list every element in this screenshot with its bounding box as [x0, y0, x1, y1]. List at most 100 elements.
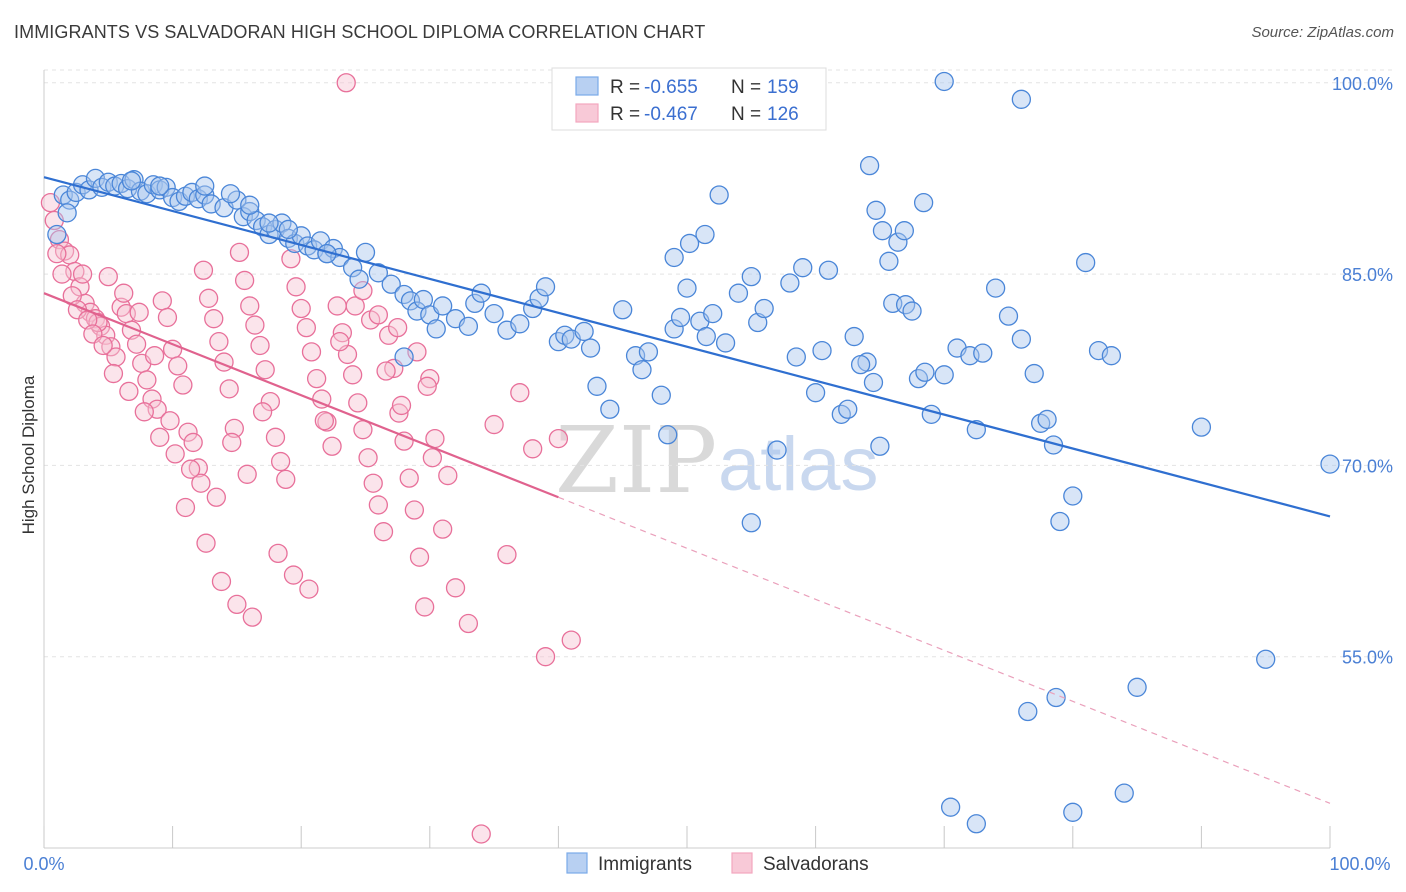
data-point [209, 332, 229, 352]
data-point [728, 283, 749, 303]
data-point [703, 303, 723, 324]
chart-title: IMMIGRANTS VS SALVADORAN HIGH SCHOOL DIP… [14, 22, 706, 42]
data-point [497, 545, 517, 565]
data-point [134, 402, 154, 422]
data-point [101, 337, 121, 357]
data-point [265, 427, 286, 447]
data-point [342, 365, 363, 385]
data-point [376, 361, 396, 381]
data-point [754, 298, 774, 319]
data-point [106, 347, 126, 367]
data-point [741, 266, 761, 287]
trend-line-immigrants [43, 176, 1331, 518]
data-point [831, 404, 851, 425]
data-point [306, 368, 327, 389]
data-point [458, 613, 479, 634]
data-point [859, 156, 880, 176]
data-point [600, 399, 620, 419]
data-point [322, 436, 342, 456]
data-point [129, 302, 149, 322]
data-point [327, 296, 347, 316]
data-point [1018, 701, 1038, 722]
data-point [168, 356, 188, 376]
data-point [52, 264, 72, 284]
legend-r-label-1: R = [610, 77, 640, 98]
data-point [1320, 454, 1340, 474]
data-point [57, 203, 77, 223]
data-point [211, 571, 232, 592]
data-point [399, 468, 419, 488]
source-label: Source: ZipAtlas.com [1251, 24, 1394, 41]
data-point [445, 578, 466, 598]
data-point [1076, 252, 1096, 273]
data-point [299, 579, 319, 599]
data-point [195, 176, 215, 196]
data-point [183, 432, 203, 453]
data-point [54, 241, 75, 261]
legend-n-label-2: N = [731, 104, 761, 125]
data-point [252, 402, 273, 422]
data-point [220, 184, 241, 204]
data-point [250, 335, 270, 356]
data-point [535, 277, 556, 297]
data-point [587, 376, 607, 396]
data-point [679, 233, 700, 254]
legend-swatch-pink [575, 103, 599, 123]
data-point [281, 249, 301, 269]
data-point [296, 317, 316, 338]
data-point [985, 278, 1006, 298]
trend-line-salvadorans [43, 292, 559, 499]
y-tick-label: 55.0% [1342, 648, 1393, 668]
data-point [165, 444, 185, 464]
data-point [548, 428, 569, 449]
data-point [219, 379, 239, 399]
x-ticks [43, 826, 1331, 848]
data-point [894, 221, 914, 241]
data-point [523, 439, 543, 459]
data-point [173, 375, 193, 395]
data-point [291, 298, 311, 319]
data-point [245, 315, 265, 335]
x-tick-label-min: 0.0% [23, 854, 64, 874]
data-point [175, 497, 196, 518]
data-point [363, 473, 383, 493]
data-point [144, 346, 165, 366]
data-point [260, 391, 280, 412]
data-point [1101, 346, 1122, 366]
data-point [150, 176, 170, 196]
data-point [98, 266, 118, 287]
data-point [330, 332, 350, 352]
data-point [921, 404, 941, 425]
bottom-legend-immigrants: Immigrants [598, 854, 692, 875]
data-point [422, 448, 443, 468]
data-point [391, 395, 412, 416]
data-point [358, 448, 378, 468]
data-point [561, 630, 581, 650]
data-point [940, 797, 961, 817]
data-point [715, 333, 736, 353]
data-point [204, 309, 224, 329]
data-point [1256, 649, 1276, 669]
y-tick-label: 70.0% [1342, 456, 1393, 476]
data-point [368, 305, 389, 325]
trend-line-salvadorans-extension [558, 496, 1331, 804]
data-point [574, 321, 594, 342]
data-point [255, 360, 275, 380]
data-point [670, 307, 691, 328]
data-point [111, 297, 131, 317]
data-point [677, 278, 697, 298]
data-point [193, 260, 214, 280]
data-point [336, 73, 356, 93]
data-point [818, 260, 839, 280]
legend-swatch-blue [575, 76, 599, 96]
grid [44, 69, 1392, 658]
data-point [580, 338, 601, 358]
data-point [259, 213, 279, 233]
bottom-legend-salvadorans: Salvadorans [763, 854, 869, 875]
data-point [268, 543, 288, 564]
data-point [1127, 677, 1147, 697]
data-point [767, 440, 787, 460]
data-point [484, 303, 504, 324]
data-point [301, 342, 322, 362]
legend-n-value-1: 159 [767, 77, 799, 98]
